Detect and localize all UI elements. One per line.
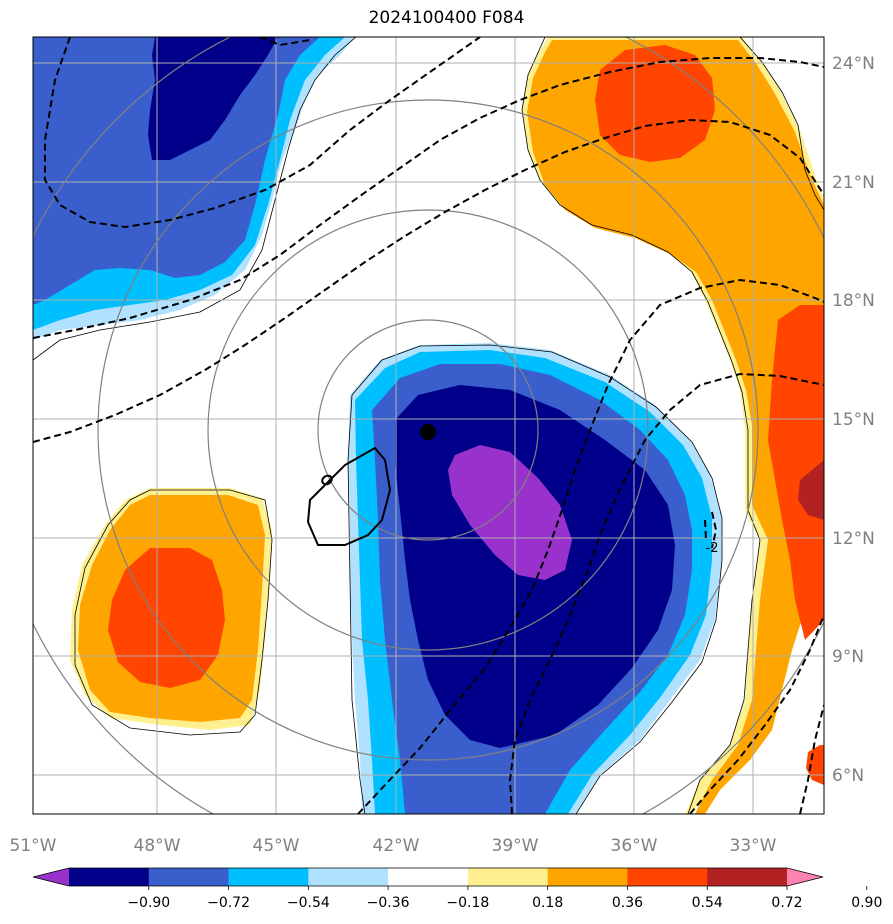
colorbar-tick-label: −0.72 bbox=[207, 895, 250, 911]
colorbar-tick-label: 0.72 bbox=[771, 895, 802, 911]
colorbar-segment bbox=[148, 868, 230, 886]
colorbar-segment bbox=[467, 868, 549, 886]
colorbar-segment bbox=[707, 868, 788, 886]
colorbar-outline bbox=[32, 867, 824, 887]
colorbar-segment bbox=[627, 868, 708, 886]
colorbar-segment bbox=[388, 868, 469, 886]
lon-tick-label: 45°W bbox=[253, 836, 300, 856]
map-gridlines bbox=[33, 37, 824, 814]
anomaly-boundary-contours bbox=[33, 37, 824, 814]
latitude-tick-labels: 24°N 21°N 18°N 15°N 12°N 9°N 6°N bbox=[832, 54, 875, 786]
lon-tick-label: 48°W bbox=[134, 836, 181, 856]
colorbar-tick-label: 0.36 bbox=[612, 895, 643, 911]
negative-anomaly-northwest bbox=[33, 37, 355, 340]
map-area: -2 bbox=[33, 37, 824, 814]
colorbar-tick-label: 0.90 bbox=[851, 895, 882, 911]
colorbar-segment bbox=[547, 868, 628, 886]
colorbar-tick-label: −0.36 bbox=[367, 895, 410, 911]
lat-tick-label: 21°N bbox=[832, 173, 875, 193]
colorbar-segment bbox=[308, 868, 389, 886]
colorbar-tick-label: −0.54 bbox=[287, 895, 330, 911]
colorbar-tick-label: 0.18 bbox=[532, 895, 563, 911]
lon-tick-label: 51°W bbox=[10, 836, 57, 856]
colorbar-tick-label: −0.90 bbox=[127, 895, 170, 911]
lon-tick-label: 42°W bbox=[373, 836, 420, 856]
lat-tick-label: 6°N bbox=[832, 766, 864, 786]
lat-tick-label: 15°N bbox=[832, 410, 875, 430]
storm-center-marker bbox=[420, 424, 436, 440]
dashed-contours bbox=[33, 37, 824, 814]
colorbar-segment bbox=[69, 868, 150, 886]
lat-tick-label: 12°N bbox=[832, 529, 875, 549]
contour-value-label: -2 bbox=[706, 541, 719, 556]
colorbar: −0.90 −0.72 −0.54 −0.36 −0.18 0.18 0.36 0.54 0.7… bbox=[32, 867, 882, 911]
longitude-tick-labels: 51°W 48°W 45°W 42°W 39°W 36°W 33°W bbox=[10, 836, 777, 856]
plot-title: 2024100400 F084 bbox=[368, 8, 525, 28]
lon-tick-label: 36°W bbox=[611, 836, 658, 856]
colorbar-tick-label: 0.54 bbox=[692, 895, 723, 911]
lat-tick-label: 9°N bbox=[832, 647, 864, 667]
colorbar-extend-low bbox=[33, 868, 69, 886]
solid-contours bbox=[306, 446, 392, 546]
colorbar-segment bbox=[228, 868, 309, 886]
lon-tick-label: 39°W bbox=[492, 836, 539, 856]
lat-tick-label: 18°N bbox=[832, 291, 875, 311]
negative-anomaly-central bbox=[348, 343, 722, 814]
range-rings bbox=[33, 37, 824, 814]
colorbar-extend-high bbox=[787, 868, 823, 886]
positive-anomaly-west bbox=[70, 488, 272, 730]
map-frame bbox=[32, 36, 825, 815]
lon-tick-label: 33°W bbox=[730, 836, 777, 856]
colorbar-tick-label: −0.18 bbox=[446, 895, 489, 911]
lat-tick-label: 24°N bbox=[832, 54, 875, 74]
